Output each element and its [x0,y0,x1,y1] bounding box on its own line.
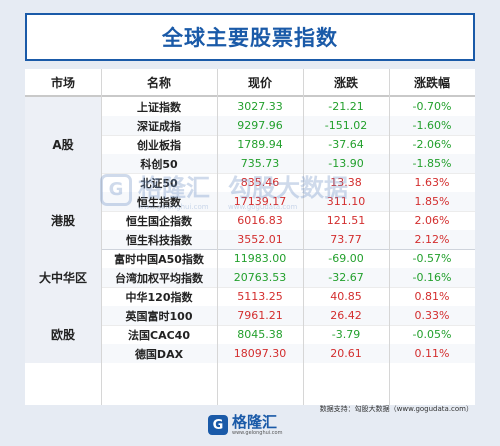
column-divider [303,69,304,405]
table-row: 恒生科技指数 3552.01 73.77 2.12% [101,230,475,249]
table-row: 英国富时100 7961.21 26.42 0.33% [101,306,475,325]
gelonghui-logo-icon: G [208,415,228,435]
index-name: 恒生科技指数 [126,233,192,247]
table-row: 恒生国企指数 6016.83 121.51 2.06% [101,211,475,230]
index-name: 台湾加权平均指数 [115,271,203,285]
index-price: 17139.17 [233,195,287,208]
footer-brand: 格隆汇 [232,413,278,431]
column-divider [389,69,390,405]
row-divider [101,173,475,174]
index-pct: 0.11% [414,347,450,360]
header-change: 涨跌 [333,75,358,90]
index-change: 26.42 [330,309,362,322]
index-change: 311.10 [326,195,366,208]
table-row: 深证成指 9297.96 -151.02 -1.60% [101,116,475,135]
index-change: 13.38 [330,176,362,189]
index-pct: -1.60% [412,119,452,132]
table-row: 创业板指 1789.94 -37.64 -2.06% [101,135,475,154]
index-pct: -0.57% [412,252,452,265]
index-name: 上证指数 [137,100,181,114]
table-row: 台湾加权平均指数 20763.53 -32.67 -0.16% [101,268,475,287]
index-name: 英国富时100 [125,309,193,323]
group-divider [25,249,475,250]
row-divider [101,135,475,136]
index-pct: -2.06% [412,138,452,151]
index-name: 恒生国企指数 [126,214,192,228]
index-name: 创业板指 [137,138,181,152]
market-label: A股 [25,97,101,192]
index-price: 3027.33 [237,100,283,113]
table-row: 北证50 835.46 13.38 1.63% [101,173,475,192]
index-change: 20.61 [330,347,362,360]
table-row: 富时中国A50指数 11983.00 -69.00 -0.57% [101,249,475,268]
index-name: 富时中国A50指数 [114,252,204,266]
index-price: 6016.83 [237,214,283,227]
index-price: 5113.25 [237,290,283,303]
index-pct: 2.12% [414,233,450,246]
index-price: 8045.38 [237,328,283,341]
index-name: 德国DAX [134,347,184,361]
index-name: 中华120指数 [125,290,193,304]
index-price: 9297.96 [237,119,283,132]
index-pct: 0.81% [414,290,450,303]
data-source-note: 数据支持：勾股大数据（www.gogudata.com） [319,405,473,413]
header-name: 名称 [146,75,171,90]
market-label: 大中华区 [25,249,101,306]
page-title: 全球主要股票指数 [162,26,338,50]
footer-logo: G 格隆汇 www.gelonghui.com [208,414,282,436]
table-row: 科创50 735.73 -13.90 -1.85% [101,154,475,173]
index-pct: 1.63% [414,176,450,189]
index-change: 121.51 [326,214,366,227]
index-change: 40.85 [330,290,362,303]
column-divider [217,69,218,405]
index-pct: -0.05% [412,328,452,341]
index-pct: 1.85% [414,195,450,208]
index-price: 1789.94 [237,138,283,151]
index-name: 法国CAC40 [128,328,190,342]
market-label: 欧股 [25,306,101,363]
row-divider [101,287,475,288]
title-banner: 全球主要股票指数 [25,13,475,61]
index-name: 深证成指 [137,119,181,133]
index-price: 11983.00 [233,252,287,265]
index-price: 3552.01 [237,233,283,246]
table-header: 市场 名称 现价 涨跌 涨跌幅 [25,69,475,97]
index-price: 835.46 [240,176,280,189]
index-change: -32.67 [328,271,364,284]
index-name: 北证50 [140,176,178,190]
index-change: -69.00 [328,252,364,265]
index-change: -13.90 [328,157,364,170]
index-name: 科创50 [140,157,178,171]
row-divider [101,325,475,326]
market-label: 港股 [25,192,101,249]
index-change: -3.79 [331,328,361,341]
footer-url: www.gelonghui.com [232,430,283,436]
index-pct: 0.33% [414,309,450,322]
table-row: 德国DAX 18097.30 20.61 0.11% [101,344,475,363]
index-change: 73.77 [330,233,362,246]
header-pct: 涨跌幅 [413,75,450,90]
index-pct: -0.16% [412,271,452,284]
index-price: 735.73 [240,157,280,170]
index-name: 恒生指数 [137,195,181,209]
header-market: 市场 [50,75,75,90]
table-row: 中华120指数 5113.25 40.85 0.81% [101,287,475,306]
index-pct: -1.85% [412,157,452,170]
column-divider [101,69,102,405]
index-price: 18097.30 [233,347,287,360]
index-table: 市场 名称 现价 涨跌 涨跌幅 A股 上证指数 3027.33 -21.21 -0.70… [25,69,475,405]
table-row: 法国CAC40 8045.38 -3.79 -0.05% [101,325,475,344]
index-price: 7961.21 [237,309,283,322]
index-pct: -0.70% [412,100,452,113]
index-change: -151.02 [324,119,368,132]
index-pct: 2.06% [414,214,450,227]
index-change: -21.21 [328,100,364,113]
table-row: 上证指数 3027.33 -21.21 -0.70% [101,97,475,116]
index-change: -37.64 [328,138,364,151]
table-row: 恒生指数 17139.17 311.10 1.85% [101,192,475,211]
index-price: 20763.53 [233,271,287,284]
header-price: 现价 [247,75,272,90]
row-divider [101,211,475,212]
